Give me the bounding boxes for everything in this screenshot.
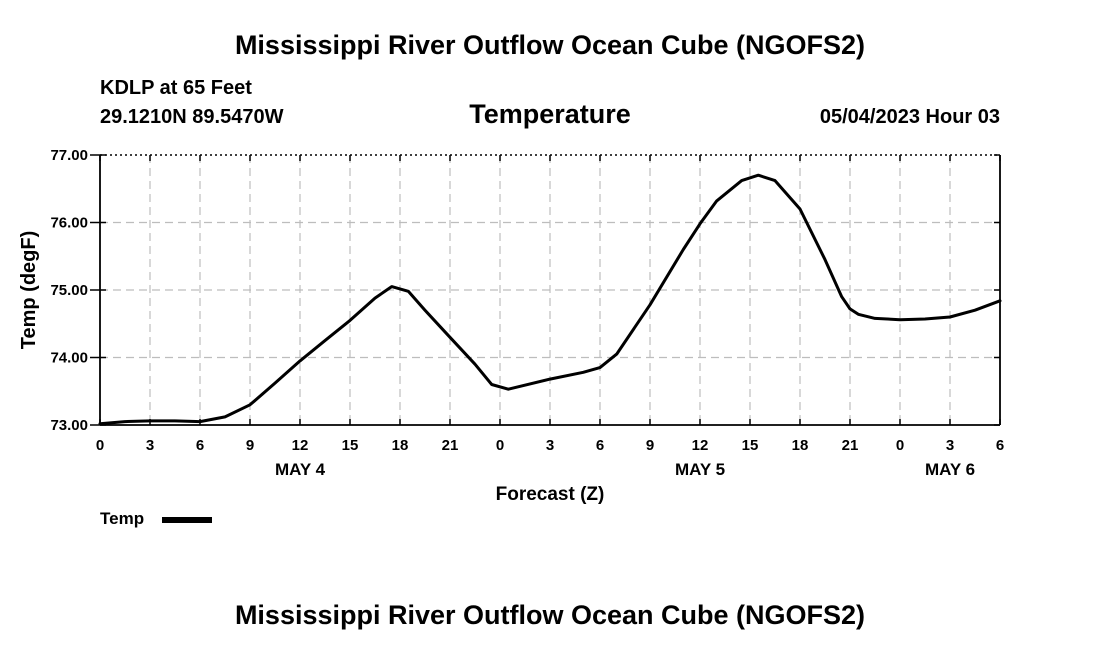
x-tick-label: 15 bbox=[742, 437, 759, 454]
date-label: MAY 6 bbox=[925, 460, 975, 479]
x-axis-label: Forecast (Z) bbox=[496, 484, 605, 505]
x-tick-label: 6 bbox=[996, 437, 1004, 454]
chart-main-title: Mississippi River Outflow Ocean Cube (NG… bbox=[234, 30, 866, 60]
x-tick-label: 18 bbox=[792, 437, 809, 454]
grid-lines bbox=[100, 155, 1000, 425]
x-tick-label: 18 bbox=[392, 437, 409, 454]
y-tick-label: 77.00 bbox=[50, 147, 88, 164]
x-tick-label: 6 bbox=[196, 437, 204, 454]
x-tick-label: 0 bbox=[896, 437, 904, 454]
series-line-temp bbox=[98, 173, 1002, 426]
station-name: KDLP at 65 Feet bbox=[100, 77, 252, 99]
footer-title: Mississippi River Outflow Ocean Cube (NG… bbox=[234, 600, 866, 630]
x-tick-label: 3 bbox=[546, 437, 554, 454]
y-tick-label: 73.00 bbox=[50, 417, 88, 434]
date-label: MAY 5 bbox=[675, 460, 725, 479]
x-tick-label: 12 bbox=[692, 437, 709, 454]
axes bbox=[90, 154, 1001, 426]
forecast-date-hour: 05/04/2023 Hour 03 bbox=[819, 106, 1000, 128]
chart-subtitle: Temperature bbox=[469, 99, 631, 129]
x-tick-label: 21 bbox=[842, 437, 859, 454]
x-tick-label: 0 bbox=[496, 437, 504, 454]
x-tick-label: 3 bbox=[146, 437, 154, 454]
y-tick-label: 74.00 bbox=[50, 350, 88, 367]
y-tick-label: 75.00 bbox=[50, 282, 88, 299]
legend-swatch-temp bbox=[162, 517, 212, 523]
y-tick-label: 76.00 bbox=[50, 215, 88, 232]
x-tick-label: 6 bbox=[596, 437, 604, 454]
y-axis-label: Temp (degF) bbox=[18, 231, 40, 350]
station-coordinates: 29.1210N 89.5470W bbox=[100, 106, 284, 128]
date-label: MAY 4 bbox=[275, 460, 326, 479]
x-tick-label: 15 bbox=[342, 437, 359, 454]
x-tick-label: 12 bbox=[292, 437, 309, 454]
x-tick-label: 21 bbox=[442, 437, 459, 454]
legend-label-temp: Temp bbox=[100, 509, 145, 528]
series-layer bbox=[98, 173, 1002, 426]
x-tick-label: 9 bbox=[646, 437, 654, 454]
x-tick-label: 3 bbox=[946, 437, 954, 454]
axis-labels: 0 3 6 9 12 15 18 21 0 3 6 9 12 15 18 21 0 3 6 73.00 74.00 75.… bbox=[18, 147, 1004, 505]
x-tick-label: 9 bbox=[246, 437, 254, 454]
x-tick-label: 0 bbox=[96, 437, 104, 454]
